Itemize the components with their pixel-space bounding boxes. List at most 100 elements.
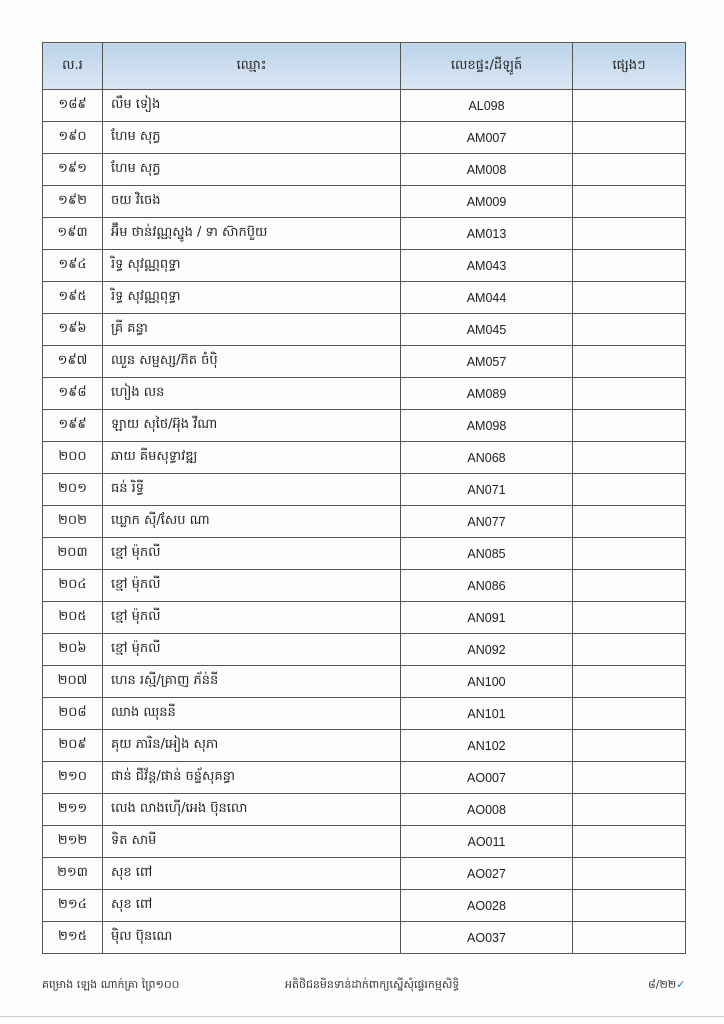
row-number: ១៩៤ — [42, 249, 103, 282]
header-no: ល.រ — [42, 42, 103, 90]
row-lot-code: AO027 — [400, 857, 573, 890]
row-lot-code: AM008 — [400, 153, 573, 186]
row-other — [572, 825, 686, 858]
row-number: ១៩១ — [42, 153, 103, 186]
row-name: ធន់ រិទ្ធី — [102, 473, 401, 506]
table-row: ២១៥ ម៉ិល ប៊ុនណេ AO037 — [42, 921, 686, 954]
row-other — [572, 185, 686, 218]
row-lot-code: AM044 — [400, 281, 573, 314]
row-other — [572, 281, 686, 314]
row-name: លេង លាងហ៊ើ/អេង ប៊ុនលោ — [102, 793, 401, 826]
row-lot-code: AN086 — [400, 569, 573, 602]
row-name: សុខ ពៅ — [102, 857, 401, 890]
header-name: ឈ្មោះ — [102, 42, 401, 90]
row-number: ២០៤ — [42, 569, 103, 602]
row-number: ១៩៨ — [42, 377, 103, 410]
table-row: ១៩១ ហែម សុភ្វ AM008 — [42, 153, 686, 186]
row-number: ២០៧ — [42, 665, 103, 698]
row-other — [572, 665, 686, 698]
footer-page-number: ៨/២២✓ — [648, 978, 685, 994]
row-number: ២១២ — [42, 825, 103, 858]
table-row: ១៩៥ រិទ្ធ សុវណ្ណពុទ្ធា AM044 — [42, 281, 686, 314]
row-lot-code: AM013 — [400, 217, 573, 250]
row-other — [572, 153, 686, 186]
row-name: ខ្មៅ ម៉ុកលី — [102, 633, 401, 666]
table-row: ១៩៣ អ៊ឹម ថាន់វណ្ណស្នូង / ទា ស៊ាកប៊ួយ AM013 — [42, 217, 686, 250]
row-number: ២១០ — [42, 761, 103, 794]
table-row: ២០៩ គុយ ភារិន/អៀង សុភា AN102 — [42, 729, 686, 762]
row-name: រិទ្ធ សុវណ្ណពុទ្ធា — [102, 281, 401, 314]
row-number: ២១៥ — [42, 921, 103, 954]
table-row: ២១១ លេង លាងហ៊ើ/អេង ប៊ុនលោ AO008 — [42, 793, 686, 826]
row-number: ២១៣ — [42, 857, 103, 890]
table-row: ១៩៤ រិទ្ធ សុវណ្ណពុទ្ធា AM043 — [42, 249, 686, 282]
row-number: ២០៥ — [42, 601, 103, 634]
row-name: ម៉ិល ប៊ុនណេ — [102, 921, 401, 954]
table-row: ១៩៧ ឈួន សម្ផស្ស/ភ៊ត ចំប៉ិ AM057 — [42, 345, 686, 378]
row-name: អ៊ឹម ថាន់វណ្ណស្នូង / ទា ស៊ាកប៊ួយ — [102, 217, 401, 250]
header-other: ផ្សេងៗ — [572, 42, 686, 90]
row-other — [572, 345, 686, 378]
row-lot-code: AM098 — [400, 409, 573, 442]
row-other — [572, 921, 686, 954]
row-name: ខ្មៅ ម៉ុកលី — [102, 601, 401, 634]
table-row: ១៨៩ លឹម ទៀង AL098 — [42, 89, 686, 122]
row-number: ១៩៥ — [42, 281, 103, 314]
table-row: ២០៥ ខ្មៅ ម៉ុកលី AN091 — [42, 601, 686, 634]
row-lot-code: AM043 — [400, 249, 573, 282]
row-name: រិទ្ធ សុវណ្ណពុទ្ធា — [102, 249, 401, 282]
table-header-row: ល.រ ឈ្មោះ លេខផ្ទះ/ដីឡូត៍ ផ្សេងៗ — [42, 42, 686, 90]
row-number: ២០៣ — [42, 537, 103, 570]
row-number: ១៩៩ — [42, 409, 103, 442]
row-other — [572, 441, 686, 474]
row-name: ឈាង ឈុននី — [102, 697, 401, 730]
table-row: ១៩៩ ឡាយ សុថៃ/អ៊ុង វីណា AM098 — [42, 409, 686, 442]
row-other — [572, 313, 686, 346]
row-name: ឃ្លោក ស៊ី/សែប ណា — [102, 505, 401, 538]
row-number: ២០១ — [42, 473, 103, 506]
row-lot-code: AN101 — [400, 697, 573, 730]
row-other — [572, 377, 686, 410]
table-row: ១៩០ ហែម សុភ្វ AM007 — [42, 121, 686, 154]
row-lot-code: AM045 — [400, 313, 573, 346]
row-lot-code: AM009 — [400, 185, 573, 218]
row-name: ផាន់ ជីវ័ន្ត/ផាន់ ចន្ទ័សុគន្ធា — [102, 761, 401, 794]
row-lot-code: AN068 — [400, 441, 573, 474]
table-row: ១៩២ ចយ វិចេង AM009 — [42, 185, 686, 218]
table-row: ២០៤ ខ្មៅ ម៉ុកលី AN086 — [42, 569, 686, 602]
row-lot-code: AO028 — [400, 889, 573, 922]
row-name: ហែម សុភ្វ — [102, 121, 401, 154]
row-number: ២០៦ — [42, 633, 103, 666]
table-row: ២១៤ សុខ ពៅ AO028 — [42, 889, 686, 922]
row-lot-code: AN091 — [400, 601, 573, 634]
row-name: ទិត សាមី — [102, 825, 401, 858]
row-other — [572, 761, 686, 794]
row-number: ១៨៩ — [42, 89, 103, 122]
row-name: ហេន រស្មី/គ្រាញ ភ័ន់នី — [102, 665, 401, 698]
row-lot-code: AN102 — [400, 729, 573, 762]
table-row: ២០៨ ឈាង ឈុននី AN101 — [42, 697, 686, 730]
row-other — [572, 857, 686, 890]
row-name: ខ្មៅ ម៉ុកលី — [102, 537, 401, 570]
page-number: ៨/២២ — [648, 978, 677, 991]
row-other — [572, 697, 686, 730]
row-lot-code: AN092 — [400, 633, 573, 666]
row-other — [572, 249, 686, 282]
row-lot-code: AM007 — [400, 121, 573, 154]
table-row: ២០២ ឃ្លោក ស៊ី/សែប ណា AN077 — [42, 505, 686, 538]
table-row: ២១២ ទិត សាមី AO011 — [42, 825, 686, 858]
bottom-rule — [0, 1016, 724, 1017]
row-other — [572, 601, 686, 634]
row-lot-code: AO008 — [400, 793, 573, 826]
row-lot-code: AO011 — [400, 825, 573, 858]
row-number: ២១១ — [42, 793, 103, 826]
row-name: គុយ ភារិន/អៀង សុភា — [102, 729, 401, 762]
customer-table: ល.រ ឈ្មោះ លេខផ្ទះ/ដីឡូត៍ ផ្សេងៗ ១៨៩ លឹម ទ… — [42, 42, 686, 954]
row-other — [572, 121, 686, 154]
row-name: ហៀង លន — [102, 377, 401, 410]
row-lot-code: AN071 — [400, 473, 573, 506]
row-other — [572, 569, 686, 602]
row-other — [572, 409, 686, 442]
row-name: លឹម ទៀង — [102, 89, 401, 122]
